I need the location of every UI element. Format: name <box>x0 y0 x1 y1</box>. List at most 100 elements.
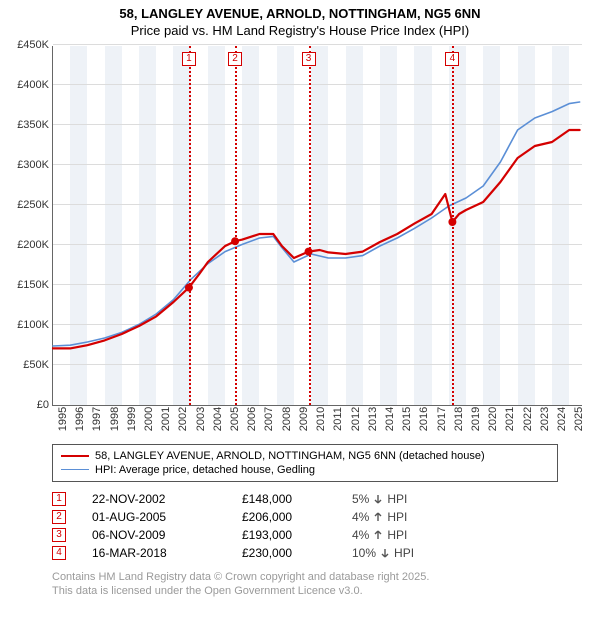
sale-marker-line <box>309 46 311 405</box>
arrow-up-icon <box>373 530 383 540</box>
x-tick-label: 2015 <box>397 407 413 431</box>
x-tick-label: 1996 <box>70 407 86 431</box>
x-tick-label: 2013 <box>363 407 379 431</box>
x-tick-label: 2012 <box>346 407 362 431</box>
legend-swatch <box>61 469 89 470</box>
x-tick-label: 2008 <box>277 407 293 431</box>
legend-item: 58, LANGLEY AVENUE, ARNOLD, NOTTINGHAM, … <box>61 449 549 463</box>
x-tick-label: 1998 <box>105 407 121 431</box>
sale-row: 3 06-NOV-2009 £193,000 4% HPI <box>52 526 594 544</box>
diff-suffix: HPI <box>387 510 407 524</box>
sale-price: £230,000 <box>242 546 342 560</box>
sale-date: 16-MAR-2018 <box>92 546 232 560</box>
y-tick-label: £0 <box>37 399 53 411</box>
x-tick-label: 2005 <box>225 407 241 431</box>
arrow-down-icon <box>380 548 390 558</box>
sale-date: 22-NOV-2002 <box>92 492 232 506</box>
footer-line: Contains HM Land Registry data © Crown c… <box>52 570 594 584</box>
sale-price: £206,000 <box>242 510 342 524</box>
y-tick-label: £300K <box>17 159 53 171</box>
sale-row: 2 01-AUG-2005 £206,000 4% HPI <box>52 508 594 526</box>
sale-marker-line <box>452 46 454 405</box>
legend-label: 58, LANGLEY AVENUE, ARNOLD, NOTTINGHAM, … <box>95 450 485 462</box>
x-tick-label: 2000 <box>139 407 155 431</box>
x-tick-label: 2019 <box>466 407 482 431</box>
x-tick-label: 2024 <box>552 407 568 431</box>
sale-marker-box: 2 <box>228 52 242 66</box>
sale-index-box: 3 <box>52 528 66 542</box>
x-tick-label: 2021 <box>500 407 516 431</box>
y-tick-label: £350K <box>17 119 53 131</box>
diff-suffix: HPI <box>394 546 414 560</box>
sale-vs-hpi: 10% HPI <box>352 546 472 560</box>
plot-area: £0£50K£100K£150K£200K£250K£300K£350K£400… <box>52 46 582 406</box>
chart-titles: 58, LANGLEY AVENUE, ARNOLD, NOTTINGHAM, … <box>6 6 594 40</box>
chart-title-address: 58, LANGLEY AVENUE, ARNOLD, NOTTINGHAM, … <box>6 6 594 23</box>
sale-marker-box: 1 <box>182 52 196 66</box>
x-tick-label: 2022 <box>518 407 534 431</box>
sale-marker-box: 4 <box>445 52 459 66</box>
x-tick-label: 2001 <box>156 407 172 431</box>
sale-price: £193,000 <box>242 528 342 542</box>
diff-suffix: HPI <box>387 528 407 542</box>
y-tick-label: £400K <box>17 79 53 91</box>
x-tick-label: 1995 <box>53 407 69 431</box>
sale-vs-hpi: 4% HPI <box>352 510 472 524</box>
diff-pct: 4% <box>352 528 369 542</box>
x-tick-label: 2020 <box>483 407 499 431</box>
sale-vs-hpi: 4% HPI <box>352 528 472 542</box>
sale-row: 4 16-MAR-2018 £230,000 10% HPI <box>52 544 594 562</box>
sale-date: 06-NOV-2009 <box>92 528 232 542</box>
x-tick-label: 2018 <box>449 407 465 431</box>
plot-svg <box>53 46 583 406</box>
diff-pct: 4% <box>352 510 369 524</box>
arrow-up-icon <box>373 512 383 522</box>
sale-date: 01-AUG-2005 <box>92 510 232 524</box>
x-tick-label: 2023 <box>535 407 551 431</box>
legend-swatch <box>61 455 89 457</box>
sale-marker-line <box>235 46 237 405</box>
y-tick-label: £150K <box>17 279 53 291</box>
diff-pct: 5% <box>352 492 369 506</box>
y-tick-label: £450K <box>17 39 53 51</box>
x-tick-label: 2014 <box>380 407 396 431</box>
sale-vs-hpi: 5% HPI <box>352 492 472 506</box>
sale-row: 1 22-NOV-2002 £148,000 5% HPI <box>52 490 594 508</box>
legend: 58, LANGLEY AVENUE, ARNOLD, NOTTINGHAM, … <box>52 444 558 482</box>
footer-line: This data is licensed under the Open Gov… <box>52 584 594 598</box>
legend-label: HPI: Average price, detached house, Gedl… <box>95 464 315 476</box>
diff-pct: 10% <box>352 546 376 560</box>
arrow-down-icon <box>373 494 383 504</box>
x-tick-label: 1999 <box>122 407 138 431</box>
sale-index-box: 2 <box>52 510 66 524</box>
x-tick-label: 2006 <box>242 407 258 431</box>
x-tick-label: 2007 <box>259 407 275 431</box>
y-tick-label: £100K <box>17 319 53 331</box>
price-vs-hpi-chart: 58, LANGLEY AVENUE, ARNOLD, NOTTINGHAM, … <box>6 6 594 598</box>
sale-index-box: 4 <box>52 546 66 560</box>
x-tick-label: 2004 <box>208 407 224 431</box>
x-tick-label: 2011 <box>328 407 344 431</box>
sale-marker-line <box>189 46 191 405</box>
sale-index-box: 1 <box>52 492 66 506</box>
x-tick-label: 2003 <box>191 407 207 431</box>
sale-price: £148,000 <box>242 492 342 506</box>
y-tick-label: £250K <box>17 199 53 211</box>
sales-table: 1 22-NOV-2002 £148,000 5% HPI 2 01-AUG-2005 £20… <box>52 490 594 562</box>
x-tick-label: 2009 <box>294 407 310 431</box>
diff-suffix: HPI <box>387 492 407 506</box>
sale-marker-box: 3 <box>302 52 316 66</box>
x-tick-label: 2002 <box>173 407 189 431</box>
x-tick-label: 2010 <box>311 407 327 431</box>
x-tick-label: 2016 <box>414 407 430 431</box>
series-hpi <box>53 102 580 346</box>
x-tick-label: 2025 <box>569 407 585 431</box>
x-tick-label: 1997 <box>87 407 103 431</box>
legend-item: HPI: Average price, detached house, Gedl… <box>61 463 549 477</box>
gridline <box>53 44 582 45</box>
x-tick-label: 2017 <box>432 407 448 431</box>
y-tick-label: £200K <box>17 239 53 251</box>
y-tick-label: £50K <box>23 359 53 371</box>
chart-title-sub: Price paid vs. HM Land Registry's House … <box>6 23 594 40</box>
attribution-footer: Contains HM Land Registry data © Crown c… <box>52 570 594 599</box>
